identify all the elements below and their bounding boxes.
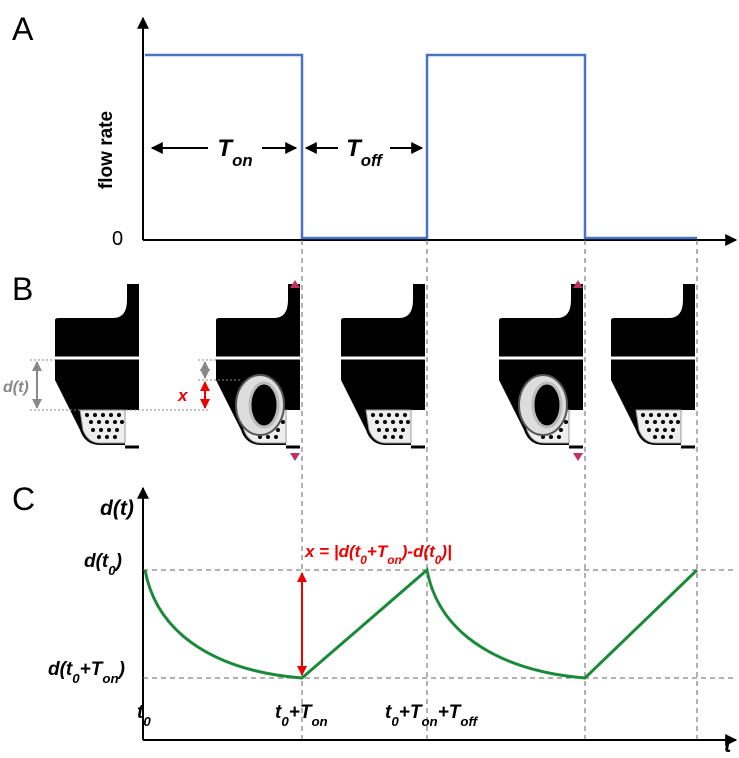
panel-label: A: [12, 11, 34, 47]
text-part: t: [137, 702, 144, 723]
x-label: t0+Ton+Toff: [385, 702, 479, 729]
text-part: +T: [399, 702, 423, 723]
text-part: t: [275, 702, 282, 723]
text-part: )-d(t: [400, 542, 436, 561]
guides: [301, 240, 698, 740]
t-on: Ton: [217, 135, 252, 170]
axis-label: t: [724, 732, 733, 757]
subscript: on: [311, 714, 327, 729]
axis-label: flow rate: [96, 111, 117, 189]
subscript: 0: [281, 714, 289, 729]
text-part: )|: [439, 542, 451, 561]
subscript: 0: [108, 563, 116, 578]
depth-curve: [143, 567, 699, 680]
x-label: t0: [137, 702, 151, 729]
depth-label: d(t): [3, 379, 29, 396]
subscript: off: [460, 714, 478, 729]
subscript: 0: [360, 553, 367, 567]
text-part: T: [346, 135, 363, 162]
subscript: 0: [435, 553, 442, 567]
text-part: +T: [438, 702, 462, 723]
text-part: ): [117, 659, 125, 680]
flow-signal: [145, 53, 697, 240]
text-part: x = |d(t: [304, 542, 362, 561]
subscript: on: [232, 151, 253, 170]
subscript: 0: [391, 714, 399, 729]
annotation: x = |d(t0+Ton)-d(t0)|: [304, 542, 452, 567]
subscript: 0: [143, 714, 151, 729]
text-part: ): [114, 551, 122, 572]
nozzles: [30, 280, 697, 461]
text-part: d(t: [48, 659, 73, 680]
text-part: +T: [367, 542, 389, 561]
axis-label: d(t): [100, 497, 134, 520]
text-part: +T: [289, 702, 313, 723]
subscript: on: [102, 671, 118, 686]
text-part: T: [217, 135, 234, 162]
subscript: on: [421, 714, 437, 729]
subscript: on: [387, 553, 402, 567]
y-label: d(t0+Ton): [48, 659, 125, 686]
subscript: off: [361, 151, 384, 170]
x-label: x: [177, 386, 189, 405]
x-label: t0+Ton: [275, 702, 328, 729]
zero-label: 0: [112, 228, 123, 250]
panel-label: C: [12, 481, 35, 517]
y-label: d(t0): [84, 551, 122, 578]
text-part: t: [385, 702, 392, 723]
panel-label: B: [12, 271, 33, 307]
t-off: Toff: [346, 135, 383, 170]
text-part: +T: [80, 659, 104, 680]
subscript: 0: [72, 671, 80, 686]
text-part: d(t: [84, 551, 109, 572]
